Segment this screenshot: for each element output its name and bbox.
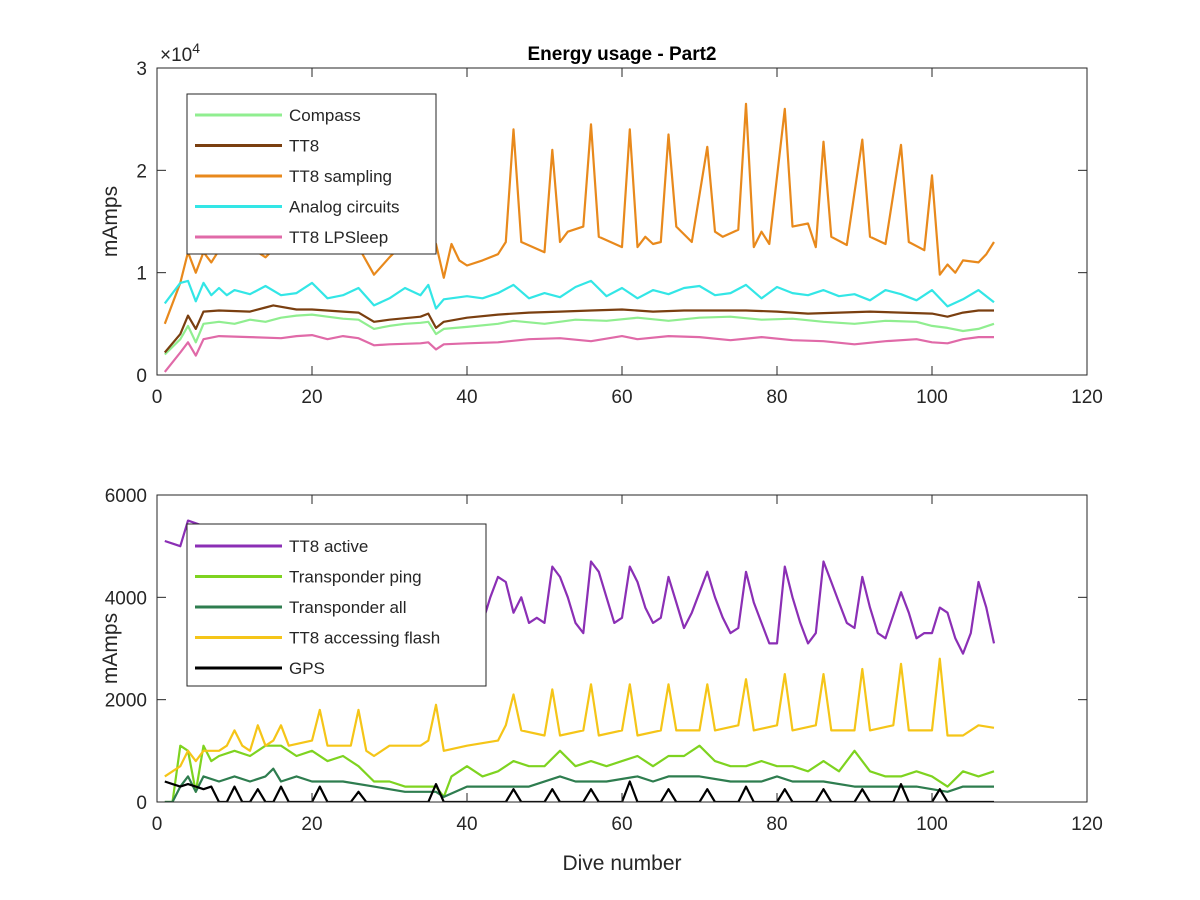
y-exponent-power: 4: [192, 40, 200, 56]
x-tick-label: 40: [456, 387, 477, 408]
chart-title: Energy usage - Part2: [527, 44, 716, 65]
x-tick-label: 120: [1071, 814, 1103, 835]
x-tick-label: 80: [766, 814, 787, 835]
x-tick-label: 20: [301, 387, 322, 408]
legend-entry: TT8 accessing flash: [289, 629, 440, 648]
legend-box: [186, 93, 437, 255]
y-axis-label: mAmps: [99, 613, 122, 684]
y-tick-label: 2: [136, 161, 147, 182]
legend-box: [186, 523, 487, 687]
y-tick-label: 2000: [105, 691, 147, 712]
series-line-tt8: [163, 304, 994, 354]
chart-2: 0 20 40 60 80 100 120 0 2000 4000 6000 mAmps Dive nu…: [99, 486, 1103, 875]
y-tick-label: 3: [136, 59, 147, 80]
legend-entry: Analog circuits: [289, 198, 400, 217]
series-line-analog-circuits: [163, 279, 995, 310]
x-tick-label: 60: [611, 814, 632, 835]
legend-entry: Transponder ping: [289, 568, 422, 587]
x-tick-label: 80: [766, 387, 787, 408]
y-tick-label: 1: [136, 264, 147, 285]
series-line-transponder-ping: [164, 744, 995, 802]
legend: Compass TT8 TT8 sampling Analog circuits TT8…: [186, 93, 437, 255]
x-tick-label: 0: [152, 814, 163, 835]
x-tick-label: 40: [456, 814, 477, 835]
legend-entry: GPS: [289, 659, 325, 678]
y-axis-label: mAmps: [99, 186, 122, 257]
legend-entry: Compass: [289, 106, 361, 125]
y-tick-label: 4000: [105, 588, 147, 609]
x-tick-label: 60: [611, 387, 632, 408]
x-tick-label: 100: [916, 387, 948, 408]
legend-entry: Transponder all: [289, 598, 407, 617]
x-tick-label: 120: [1071, 387, 1103, 408]
y-tick-label: 0: [136, 793, 147, 814]
x-tick-label: 20: [301, 814, 322, 835]
series-line-tt8-active: [164, 519, 996, 655]
series-line-tt8-accessing-flash: [164, 657, 995, 778]
series-group: [164, 519, 996, 802]
x-tick-label: 100: [916, 814, 948, 835]
y-tick-label: 0: [136, 366, 147, 387]
series-line-gps: [164, 780, 994, 802]
legend-entry: TT8 sampling: [289, 167, 392, 186]
y-exponent-label: ×104: [160, 40, 200, 66]
legend-entry: TT8 LPSleep: [289, 228, 388, 247]
x-axis-label: Dive number: [562, 852, 681, 875]
series-line-transponder-all: [164, 767, 994, 802]
series-line-tt8-lpsleep: [163, 334, 994, 373]
y-tick-label: 6000: [105, 486, 147, 507]
x-tick-label: 0: [152, 387, 163, 408]
series-line-compass: [164, 313, 995, 356]
y-exponent-base: ×10: [160, 45, 192, 66]
chart-1: 0 20 40 60 80 100 120 0 1 2 3 ×104 Energy usage - Pa…: [99, 40, 1103, 408]
legend-entry: TT8 active: [289, 537, 368, 556]
legend-entry: TT8: [289, 137, 319, 156]
legend: TT8 active Transponder ping Transponder al…: [186, 523, 487, 687]
